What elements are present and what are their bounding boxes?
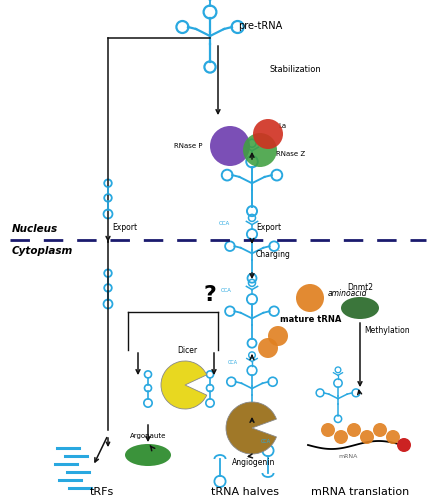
- Circle shape: [268, 326, 288, 346]
- Text: Dicer: Dicer: [177, 346, 197, 355]
- Circle shape: [334, 430, 348, 444]
- Text: mRNA: mRNA: [338, 454, 358, 459]
- Text: Nucleus: Nucleus: [12, 224, 58, 234]
- Text: Export: Export: [256, 223, 281, 232]
- Text: ?: ?: [204, 285, 216, 305]
- Wedge shape: [226, 402, 276, 454]
- Text: CCA: CCA: [221, 288, 232, 293]
- Text: pre-tRNA: pre-tRNA: [238, 21, 282, 31]
- Text: Angiogenin: Angiogenin: [232, 458, 276, 467]
- Circle shape: [296, 284, 324, 312]
- Text: La: La: [278, 123, 286, 129]
- Ellipse shape: [341, 297, 379, 319]
- Circle shape: [321, 423, 335, 437]
- Circle shape: [258, 338, 278, 358]
- Text: Dnmt2: Dnmt2: [347, 283, 373, 292]
- Circle shape: [347, 423, 361, 437]
- Text: Argonaute: Argonaute: [130, 433, 166, 439]
- Text: mature tRNA: mature tRNA: [280, 316, 341, 324]
- Text: mRNA translation: mRNA translation: [311, 487, 409, 497]
- Text: RNase Z: RNase Z: [276, 151, 305, 157]
- Text: Cytoplasm: Cytoplasm: [12, 246, 73, 256]
- Text: tRNA halves: tRNA halves: [211, 487, 279, 497]
- Circle shape: [243, 133, 277, 167]
- Text: Charging: Charging: [256, 250, 291, 259]
- Circle shape: [360, 430, 374, 444]
- Text: tRFs: tRFs: [90, 487, 114, 497]
- Text: Methylation: Methylation: [364, 326, 410, 335]
- Text: Export: Export: [112, 223, 137, 232]
- Text: aminoacid: aminoacid: [328, 290, 368, 298]
- Ellipse shape: [125, 444, 171, 466]
- Circle shape: [210, 126, 250, 166]
- Circle shape: [373, 423, 387, 437]
- Circle shape: [253, 119, 283, 149]
- Text: Stabilization: Stabilization: [270, 66, 322, 74]
- Circle shape: [386, 430, 400, 444]
- Wedge shape: [161, 361, 207, 409]
- Circle shape: [397, 438, 411, 452]
- Text: RNase P: RNase P: [174, 143, 202, 149]
- Text: CCA: CCA: [261, 439, 271, 444]
- Text: CCA: CCA: [228, 360, 238, 365]
- Text: CCA: CCA: [218, 221, 230, 226]
